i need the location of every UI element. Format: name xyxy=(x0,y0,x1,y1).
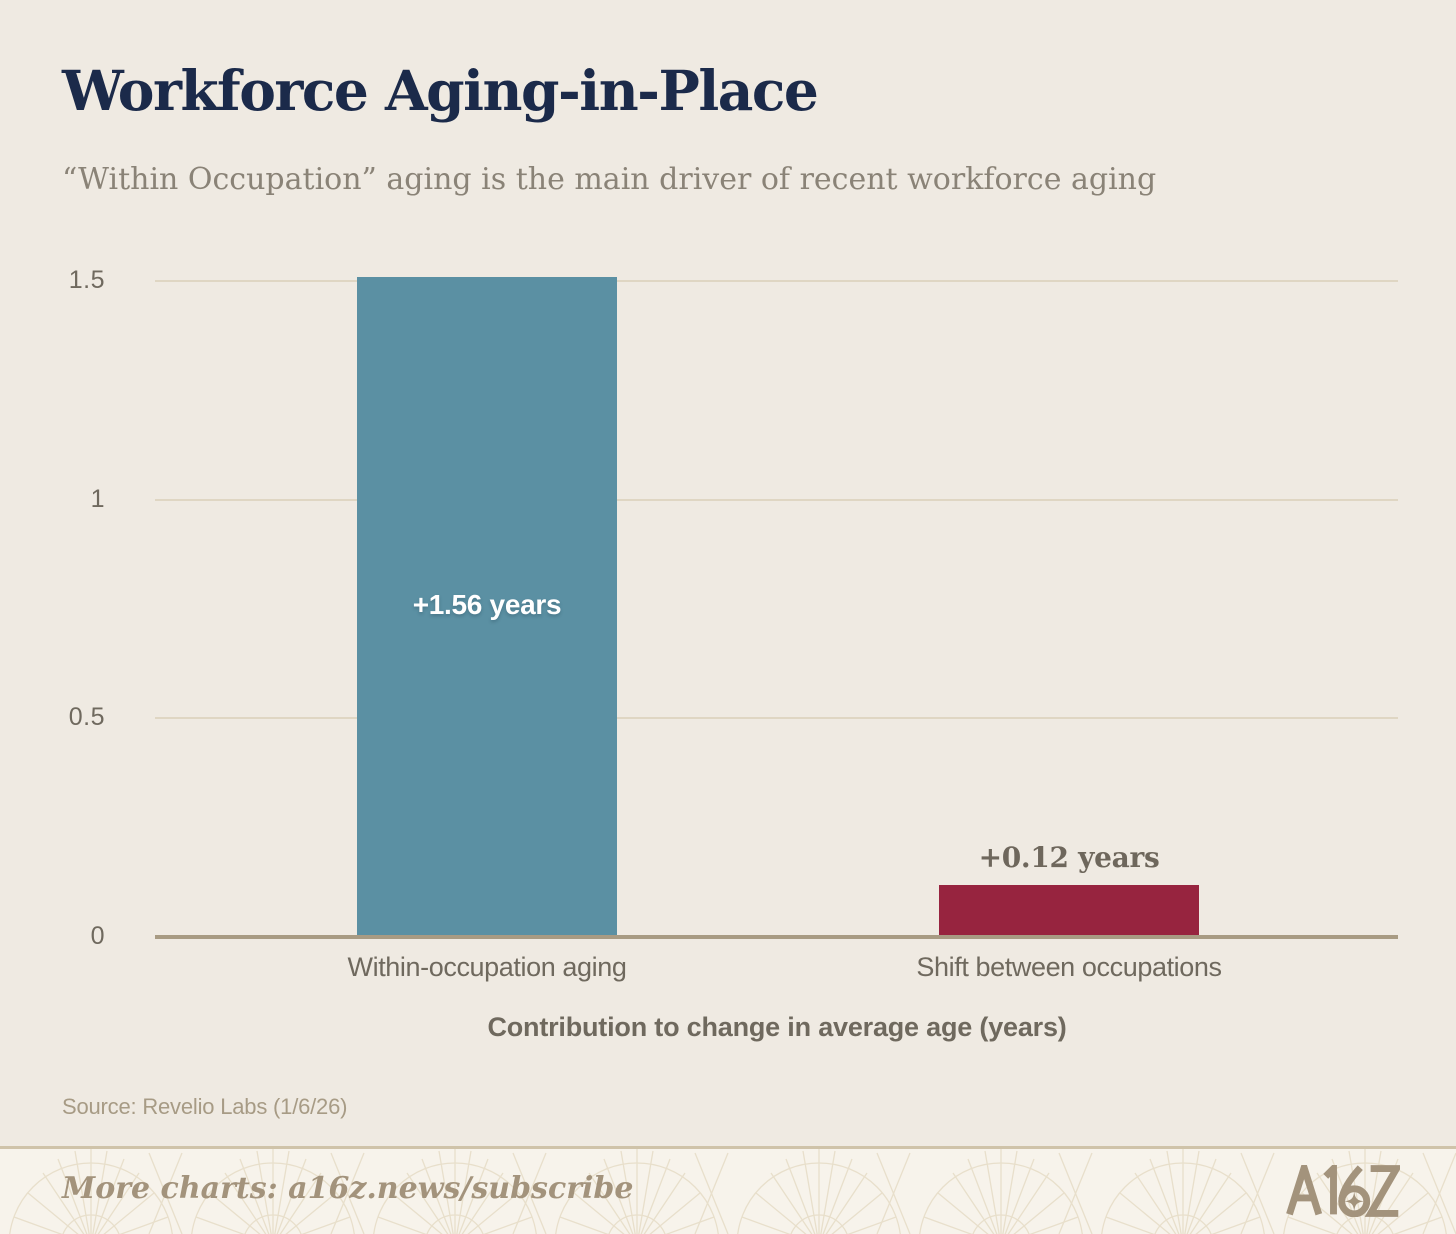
bar-within-occupation xyxy=(357,277,617,937)
x-axis-baseline xyxy=(155,935,1398,939)
a16z-logo xyxy=(1286,1165,1400,1217)
gridline xyxy=(155,498,1398,501)
y-tick-label: 0 xyxy=(90,922,105,950)
bar-shift-between-occupations xyxy=(939,884,1199,937)
page-title: Workforce Aging-in-Place xyxy=(62,58,819,123)
x-category-label: Shift between occupations xyxy=(916,952,1222,982)
y-tick-label: 1 xyxy=(90,484,105,513)
x-category-label: Within-occupation aging xyxy=(347,952,627,982)
bar-value-label: +0.12 years xyxy=(978,840,1160,874)
footer: More charts: a16z.news/subscribe xyxy=(0,1146,1456,1234)
page-subtitle: “Within Occupation” aging is the main dr… xyxy=(62,162,1157,197)
bar-value-label: +1.56 years xyxy=(412,589,562,620)
gridline xyxy=(155,717,1398,720)
y-tick-label: 1.5 xyxy=(68,266,105,294)
source-note: Source: Revelio Labs (1/6/26) xyxy=(62,1094,348,1119)
footer-subscribe-text: More charts: a16z.news/subscribe xyxy=(62,1171,634,1206)
y-tick-label: 0.5 xyxy=(68,703,105,732)
gridline xyxy=(155,280,1398,282)
x-axis-title: Contribution to change in average age (y… xyxy=(487,1012,1067,1042)
